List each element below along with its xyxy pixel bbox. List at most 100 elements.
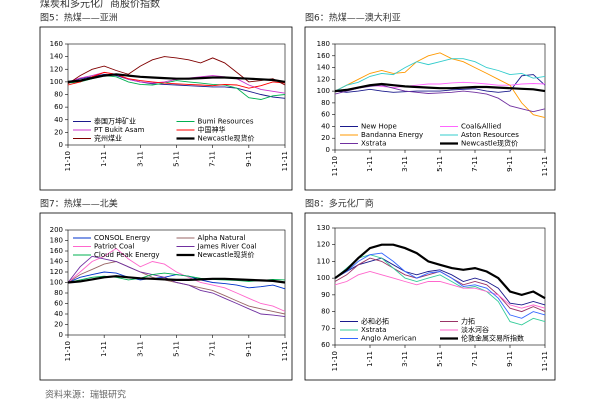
y-tick-label: 120 <box>50 268 63 276</box>
chart-title: 图6：热煤——澳大利亚 <box>305 12 401 24</box>
legend-label: Bumi Resources <box>198 118 254 126</box>
legend-label: Anglo American <box>361 335 416 343</box>
x-tick-label: 11-10 <box>331 156 339 176</box>
x-tick-label: 11-11 <box>541 156 549 176</box>
y-tick-label: 20 <box>321 134 330 142</box>
series-line <box>334 271 546 309</box>
y-tick-label: 140 <box>317 64 330 72</box>
y-tick-label: 0 <box>59 141 63 149</box>
legend-label: Newcastle现货价 <box>198 134 255 143</box>
y-tick-label: 80 <box>321 99 330 107</box>
series-line <box>334 74 546 93</box>
series-line <box>334 82 546 93</box>
y-tick-label: 60 <box>54 300 63 308</box>
legend-label: 兖州煤业 <box>94 134 122 143</box>
x-tick-label: 3-11 <box>401 351 409 367</box>
y-tick-label: 100 <box>50 279 63 287</box>
x-tick-label: 9-11 <box>506 351 514 367</box>
series-line <box>334 243 546 300</box>
y-tick-label: 20 <box>54 321 63 329</box>
chart-title: 图7：热煤——北美 <box>40 198 118 210</box>
series-line <box>67 73 286 99</box>
x-tick-label: 1-11 <box>366 351 374 367</box>
chart-title: 图8：多元化厂商 <box>305 198 374 210</box>
x-tick-label: 9-11 <box>245 151 253 167</box>
legend-label: Cloud Peak Energy <box>94 251 160 259</box>
series-line <box>67 275 286 284</box>
y-tick-label: 120 <box>317 241 330 249</box>
y-tick-label: 70 <box>321 324 330 332</box>
series-line <box>334 84 546 113</box>
x-tick-label: 7-11 <box>471 351 479 367</box>
y-tick-label: 180 <box>50 237 63 245</box>
y-tick-label: 130 <box>317 224 330 232</box>
x-tick-label: 11-11 <box>281 341 289 361</box>
legend-label: Newcastle现货价 <box>461 139 518 148</box>
legend-label: 力拓 <box>461 317 475 326</box>
chart-frame <box>39 212 293 381</box>
y-tick-label: 80 <box>54 91 63 99</box>
y-tick-label: 200 <box>50 226 63 234</box>
x-tick-label: 11-11 <box>281 151 289 171</box>
series-line <box>334 58 546 92</box>
legend-label: Patriot Coal <box>94 243 134 251</box>
y-tick-label: 110 <box>317 257 330 265</box>
x-tick-label: 1-11 <box>100 151 108 167</box>
series-line <box>67 56 286 86</box>
legend-label: James River Coal <box>197 243 257 251</box>
x-tick-label: 5-11 <box>173 341 181 357</box>
y-tick-label: 180 <box>317 40 330 48</box>
y-tick-label: 80 <box>54 289 63 297</box>
y-tick-label: 100 <box>317 274 330 282</box>
legend-label: 伦敦金属交易所指数 <box>461 334 524 343</box>
x-tick-label: 7-11 <box>209 341 217 357</box>
source-note: 资料来源：瑞银研究 <box>45 389 126 401</box>
x-tick-label: 5-11 <box>436 351 444 367</box>
series-line <box>334 252 546 319</box>
x-tick-label: 3-11 <box>136 341 144 357</box>
x-tick-label: 9-11 <box>245 341 253 357</box>
chart-frame <box>304 26 556 191</box>
series-line <box>334 257 546 306</box>
y-tick-label: 100 <box>50 78 63 86</box>
y-tick-label: 160 <box>317 52 330 60</box>
legend-label: 中国神华 <box>198 125 226 134</box>
x-tick-label: 9-11 <box>506 156 514 172</box>
y-tick-label: 0 <box>59 331 63 339</box>
x-tick-label: 5-11 <box>173 151 181 167</box>
y-tick-label: 100 <box>317 87 330 95</box>
y-tick-label: 60 <box>321 341 330 349</box>
legend-label: Aston Resources <box>461 131 519 139</box>
series-line <box>67 255 286 318</box>
legend-label: 泰国万坤矿业 <box>94 117 136 126</box>
legend-label: 淡水河谷 <box>461 325 489 334</box>
y-tick-label: 60 <box>54 103 63 111</box>
plot-area <box>67 43 286 146</box>
x-tick-label: 3-11 <box>136 151 144 167</box>
x-tick-label: 5-11 <box>436 156 444 172</box>
legend-label: Coal&Allied <box>461 123 501 131</box>
x-tick-label: 11-10 <box>64 341 72 361</box>
y-tick-label: 0 <box>326 146 330 154</box>
y-tick-label: 40 <box>54 116 63 124</box>
x-tick-label: 1-11 <box>100 341 108 357</box>
y-tick-label: 120 <box>317 75 330 83</box>
legend-label: PT Bukit Asam <box>94 126 145 134</box>
chart-frame <box>39 26 293 191</box>
legend-label: 必和必拓 <box>361 317 389 326</box>
series-line <box>67 73 286 83</box>
series-line <box>334 52 546 119</box>
chart-title: 图5：热煤——亚洲 <box>40 12 118 24</box>
x-tick-label: 7-11 <box>471 156 479 172</box>
series-line <box>67 71 286 89</box>
x-tick-label: 7-11 <box>209 151 217 167</box>
y-tick-label: 90 <box>321 291 330 299</box>
y-tick-label: 60 <box>321 111 330 119</box>
legend-label: New Hope <box>361 123 397 131</box>
legend-label: Bandanna Energy <box>361 131 423 139</box>
y-tick-label: 80 <box>321 308 330 316</box>
y-tick-label: 40 <box>54 310 63 318</box>
x-tick-label: 11-10 <box>64 151 72 171</box>
series-line <box>67 247 286 312</box>
y-tick-label: 120 <box>50 65 63 73</box>
